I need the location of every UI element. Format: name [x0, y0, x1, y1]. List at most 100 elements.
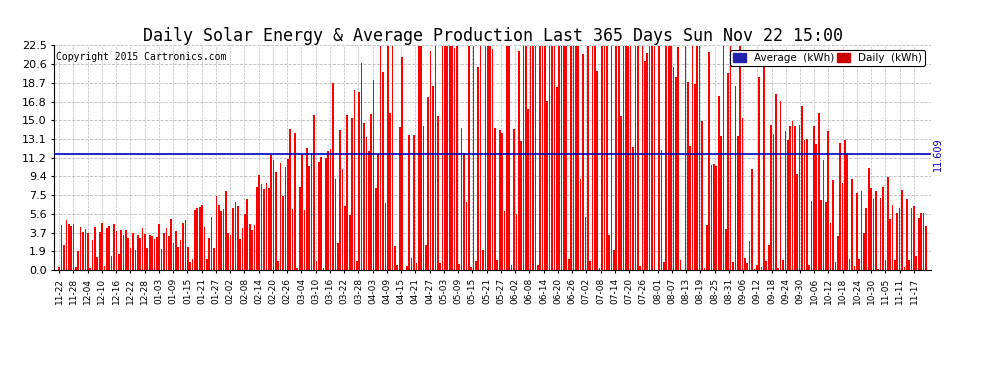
- Bar: [413, 135, 415, 270]
- Bar: [337, 243, 339, 270]
- Bar: [242, 228, 244, 270]
- Bar: [116, 231, 117, 270]
- Bar: [323, 268, 325, 270]
- Bar: [623, 46, 625, 270]
- Bar: [489, 46, 491, 270]
- Bar: [360, 63, 362, 270]
- Bar: [335, 179, 337, 270]
- Bar: [318, 162, 320, 270]
- Bar: [844, 140, 845, 270]
- Bar: [718, 96, 720, 270]
- Bar: [418, 46, 420, 270]
- Bar: [165, 228, 167, 270]
- Bar: [833, 180, 834, 270]
- Bar: [756, 265, 757, 270]
- Bar: [133, 233, 134, 270]
- Bar: [340, 130, 341, 270]
- Bar: [713, 164, 715, 270]
- Bar: [199, 207, 201, 270]
- Bar: [887, 177, 889, 270]
- Bar: [506, 46, 508, 270]
- Bar: [477, 67, 479, 270]
- Bar: [784, 131, 786, 270]
- Bar: [416, 263, 417, 270]
- Bar: [345, 206, 346, 270]
- Bar: [192, 258, 193, 270]
- Bar: [584, 217, 586, 270]
- Bar: [637, 46, 639, 270]
- Bar: [551, 46, 552, 270]
- Bar: [382, 72, 384, 270]
- Bar: [240, 239, 241, 270]
- Bar: [380, 46, 381, 270]
- Bar: [60, 225, 62, 270]
- Bar: [775, 94, 777, 270]
- Bar: [521, 141, 522, 270]
- Bar: [137, 235, 139, 270]
- Bar: [306, 148, 308, 270]
- Legend: Average  (kWh), Daily  (kWh): Average (kWh), Daily (kWh): [730, 50, 926, 66]
- Bar: [58, 267, 60, 270]
- Bar: [592, 46, 593, 270]
- Bar: [789, 126, 791, 270]
- Bar: [665, 46, 667, 270]
- Bar: [621, 116, 622, 270]
- Bar: [816, 144, 817, 270]
- Bar: [608, 235, 610, 270]
- Bar: [742, 118, 743, 270]
- Bar: [180, 240, 181, 270]
- Bar: [460, 128, 462, 270]
- Bar: [601, 46, 603, 270]
- Bar: [160, 249, 162, 270]
- Bar: [104, 266, 105, 270]
- Bar: [348, 215, 350, 270]
- Bar: [606, 46, 608, 270]
- Bar: [699, 46, 701, 270]
- Bar: [208, 238, 210, 270]
- Bar: [537, 265, 539, 270]
- Bar: [251, 230, 252, 270]
- Bar: [911, 209, 913, 270]
- Bar: [806, 139, 808, 270]
- Bar: [640, 266, 641, 270]
- Bar: [204, 227, 205, 270]
- Bar: [884, 260, 886, 270]
- Bar: [533, 46, 534, 270]
- Bar: [245, 214, 246, 270]
- Bar: [513, 129, 515, 270]
- Bar: [421, 46, 422, 270]
- Bar: [458, 264, 460, 270]
- Bar: [689, 146, 691, 270]
- Bar: [342, 169, 344, 270]
- Bar: [423, 126, 425, 270]
- Bar: [375, 188, 377, 270]
- Bar: [175, 231, 176, 270]
- Bar: [411, 258, 413, 270]
- Bar: [260, 184, 262, 270]
- Bar: [923, 213, 925, 270]
- Bar: [456, 46, 457, 270]
- Bar: [177, 247, 179, 270]
- Bar: [660, 150, 662, 270]
- Bar: [528, 109, 529, 270]
- Bar: [696, 46, 698, 270]
- Title: Daily Solar Energy & Average Production Last 365 Days Sun Nov 22 15:00: Daily Solar Energy & Average Production …: [143, 27, 842, 45]
- Bar: [170, 219, 172, 270]
- Bar: [616, 46, 617, 270]
- Bar: [153, 239, 155, 270]
- Bar: [589, 261, 591, 270]
- Bar: [913, 206, 915, 270]
- Bar: [282, 196, 284, 270]
- Bar: [575, 46, 577, 270]
- Bar: [553, 46, 555, 270]
- Bar: [428, 97, 429, 270]
- Bar: [287, 159, 289, 270]
- Bar: [687, 82, 689, 270]
- Bar: [499, 130, 501, 270]
- Bar: [725, 229, 727, 270]
- Bar: [518, 51, 520, 270]
- Bar: [472, 46, 474, 270]
- Bar: [801, 106, 803, 270]
- Bar: [451, 46, 452, 270]
- Bar: [760, 267, 762, 270]
